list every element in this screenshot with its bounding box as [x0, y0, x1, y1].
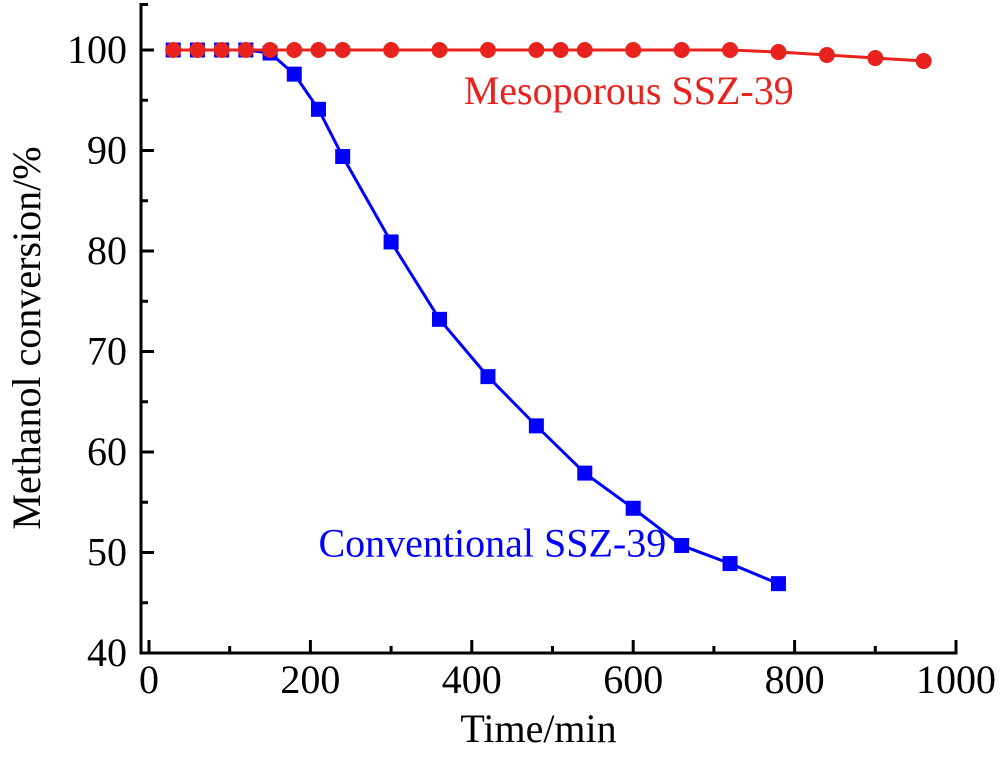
data-point-circle	[552, 42, 569, 58]
data-point-square	[432, 311, 448, 327]
series-conventional-ssz-39	[165, 42, 786, 592]
ticks: 0 200 400 600 800 1000 40 50 60 70 80 90 100	[67, 3, 996, 702]
x-tick-label: 800	[765, 657, 825, 702]
data-point-square	[286, 66, 302, 82]
series-line	[173, 48, 780, 586]
data-point-circle	[286, 42, 303, 58]
data-point-circle	[625, 42, 642, 58]
data-point-circle	[576, 42, 593, 58]
series-label-mesoporous-ssz-39: Mesoporous SSZ-39	[464, 68, 794, 113]
data-point-circle	[383, 42, 400, 58]
data-point-circle	[431, 42, 448, 58]
series-mesoporous-ssz-39	[165, 42, 932, 70]
data-point-circle	[237, 42, 254, 58]
y-tick-label: 80	[87, 228, 127, 273]
data-point-circle	[165, 42, 182, 58]
data-point-circle	[310, 42, 327, 58]
data-point-square	[480, 369, 496, 385]
y-tick-label: 100	[67, 27, 127, 72]
series	[165, 42, 932, 592]
data-point-square	[625, 500, 641, 516]
data-point-square	[528, 418, 544, 434]
y-tick-label: 70	[87, 329, 127, 374]
x-tick-label: 600	[603, 657, 663, 702]
data-point-circle	[528, 42, 545, 58]
data-point-circle	[213, 42, 230, 58]
y-tick-label: 50	[87, 530, 127, 575]
data-point-circle	[673, 42, 690, 58]
data-point-circle	[334, 42, 351, 58]
data-point-circle	[818, 47, 835, 64]
data-point-circle	[867, 50, 884, 67]
data-point-square	[383, 234, 399, 250]
series-labels: Conventional SSZ-39 Mesoporous SSZ-39	[318, 68, 793, 565]
data-point-circle	[262, 42, 279, 58]
data-point-square	[722, 556, 738, 572]
y-tick-label: 90	[87, 128, 127, 173]
data-point-circle	[915, 53, 932, 70]
data-point-circle	[479, 42, 496, 58]
data-point-circle	[770, 44, 787, 61]
series-label-conventional-ssz-39: Conventional SSZ-39	[318, 520, 666, 565]
x-axis-title: Time/min	[460, 706, 616, 751]
axes	[139, 3, 958, 655]
data-point-square	[335, 149, 351, 165]
y-tick-label: 60	[87, 429, 127, 474]
x-tick-label: 400	[442, 657, 502, 702]
y-axis-title: Methanol conversion/%	[4, 146, 49, 529]
data-point-circle	[189, 42, 206, 58]
y-tick-label: 40	[87, 630, 127, 675]
data-point-square	[770, 576, 786, 592]
x-tick-label: 1000	[916, 657, 996, 702]
data-point-square	[310, 101, 326, 117]
data-point-circle	[722, 42, 739, 58]
data-point-square	[674, 537, 690, 553]
data-point-square	[577, 465, 593, 481]
x-tick-label: 0	[139, 657, 159, 702]
x-tick-label: 200	[280, 657, 340, 702]
series-line	[173, 48, 924, 63]
